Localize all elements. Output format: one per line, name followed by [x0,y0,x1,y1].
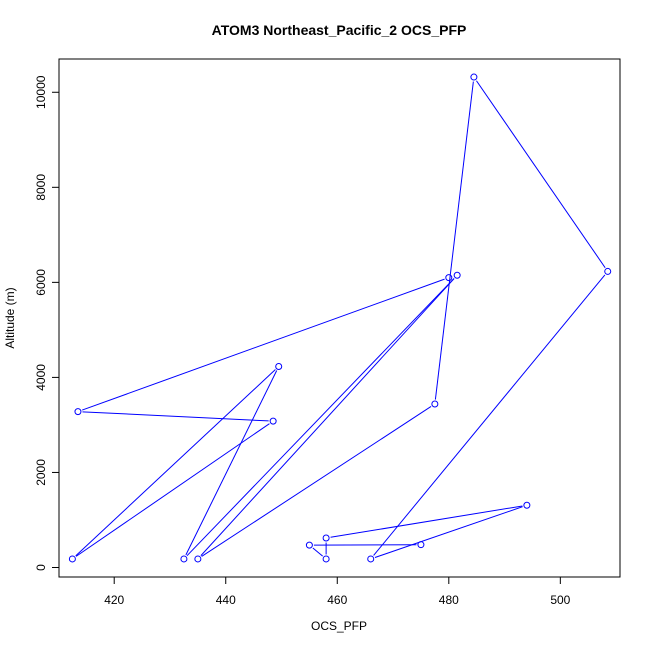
chart-title: ATOM3 Northeast_Pacific_2 OCS_PFP [212,22,467,38]
x-tick-label: 440 [216,593,236,607]
x-tick-label: 480 [439,593,459,607]
y-tick-label: 2000 [34,459,48,486]
y-tick-label: 6000 [34,269,48,296]
y-tick-label: 4000 [34,364,48,391]
x-tick-label: 460 [327,593,347,607]
y-tick-label: 10000 [34,75,48,109]
y-axis-label: Altitude (m) [3,287,17,348]
x-tick-label: 420 [104,593,124,607]
x-axis-label: OCS_PFP [311,619,367,633]
y-tick-label: 8000 [34,174,48,201]
y-tick-label: 0 [34,564,48,571]
x-tick-label: 500 [550,593,570,607]
